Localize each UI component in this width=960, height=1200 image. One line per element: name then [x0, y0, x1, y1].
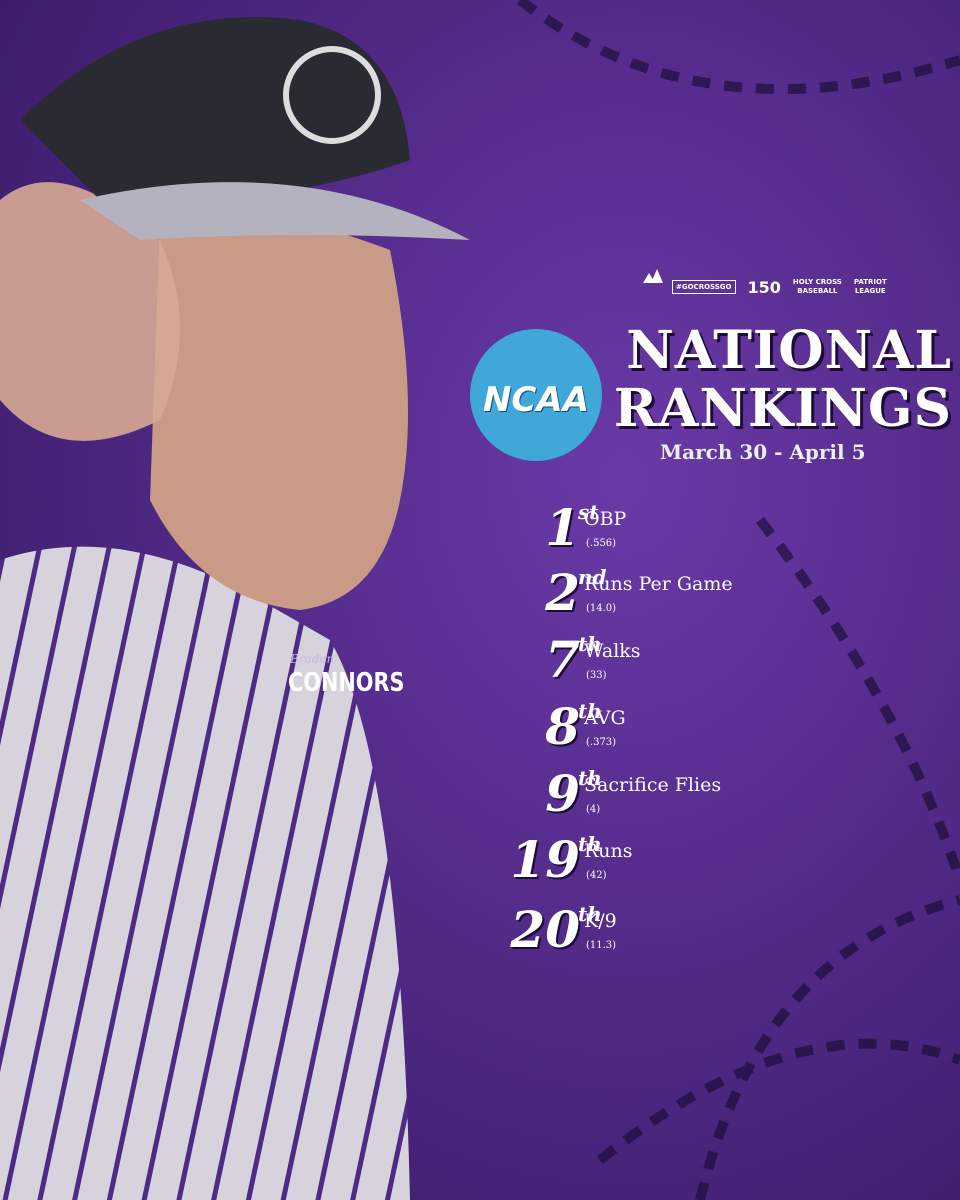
hand	[0, 182, 180, 441]
rank: 9	[545, 764, 580, 823]
ncaa-logo-circle	[470, 329, 602, 461]
rank: 8	[545, 697, 580, 756]
hashtag: #GOCROSSGO	[672, 280, 736, 294]
rank-suffix: th	[578, 699, 602, 723]
league-bottom: LEAGUE	[854, 287, 886, 295]
cap	[20, 17, 410, 210]
stat-value: (4)	[586, 804, 601, 815]
stat-name: Sacrifice Flies	[584, 774, 722, 796]
stat-name: Runs	[584, 840, 633, 862]
face	[150, 214, 408, 611]
league-logo: PATRIOT LEAGUE	[854, 278, 887, 296]
title-line: RANKINGS	[613, 378, 952, 439]
sport: BASEBALL	[797, 287, 838, 295]
jersey	[0, 546, 410, 1200]
rank-suffix: th	[578, 632, 602, 656]
rank: 7	[545, 630, 580, 689]
player-last-name: CONNORS	[288, 668, 405, 698]
stat-value: (33)	[586, 670, 607, 681]
school: HOLY CROSS	[792, 278, 842, 286]
date-range: March 30 - April 5	[660, 440, 866, 464]
sponsor-bar: #GOCROSSGO 150 HOLY CROSS BASEBALL PATRIO…	[640, 272, 940, 302]
ncaa-logo-text: NCAA	[482, 380, 590, 420]
cap-brim	[80, 182, 470, 240]
anniversary: 150	[747, 277, 781, 297]
school-logo: HOLY CROSS BASEBALL	[793, 278, 842, 296]
stat-value: (14.0)	[586, 603, 617, 614]
stat-value: (.373)	[586, 737, 617, 748]
title: NATIONAL RANKINGS	[612, 322, 952, 438]
league-top: PATRIOT	[853, 278, 887, 286]
stat-name: AVG	[584, 707, 626, 729]
rank-suffix: st	[578, 500, 599, 524]
stat-name: Walks	[584, 640, 641, 662]
stat-name: OBP	[584, 508, 627, 530]
rank: 2	[545, 563, 580, 622]
rank: 1	[545, 498, 580, 557]
title-line: NATIONAL	[626, 320, 952, 381]
rank-suffix: nd	[578, 565, 607, 589]
rank-suffix: th	[578, 832, 602, 856]
stat-name: Runs Per Game	[584, 573, 733, 595]
stat-value: (42)	[586, 870, 607, 881]
stat-name: K/9	[584, 910, 617, 932]
stat-value: (.556)	[586, 538, 617, 549]
rank-suffix: th	[578, 766, 602, 790]
stat-value: (11.3)	[586, 940, 617, 951]
rank: 20	[510, 900, 580, 959]
player-first-name: Braden	[290, 652, 335, 666]
rank: 19	[510, 830, 580, 889]
rank-suffix: th	[578, 902, 602, 926]
